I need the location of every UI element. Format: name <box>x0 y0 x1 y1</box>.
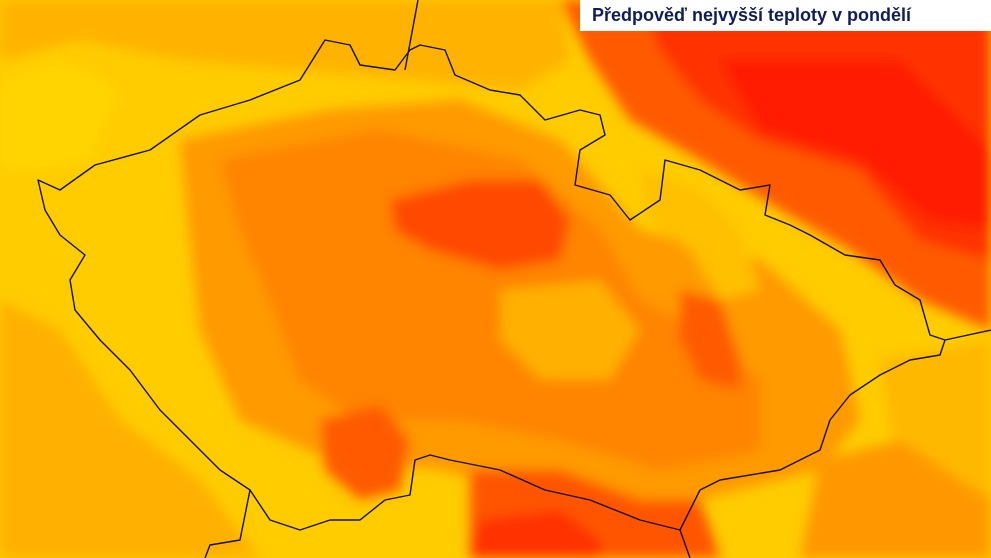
country-borders <box>37 0 991 558</box>
title-box <box>580 0 991 31</box>
map-title: Předpověď nejvyšší teploty v pondělí <box>592 5 912 25</box>
